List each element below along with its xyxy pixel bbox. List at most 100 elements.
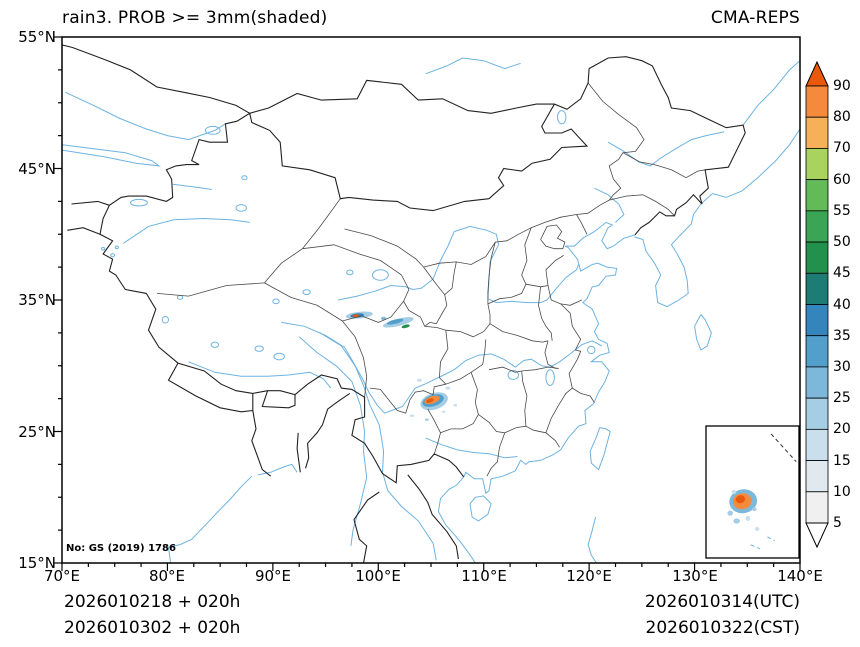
inset-precip-shade [752,507,757,512]
colorbar-tick-label: 80 [833,109,851,125]
colorbar-tick-label: 45 [833,265,851,281]
province-border [547,285,582,306]
map-layers [62,44,800,563]
lake-outline [507,369,520,381]
province-border [440,414,479,434]
colorbar-tick-label: 40 [833,297,851,313]
province-border [521,370,528,427]
colorbar-arrow-bottom [805,522,829,549]
river-coast-line [469,495,492,522]
province-border [478,414,505,434]
national-border [304,392,351,469]
national-border [407,474,459,560]
inset-precip-shade [745,515,751,522]
inset-island-dash [750,544,761,550]
colorbar-tick-label: 90 [833,78,851,94]
river-coast-line [634,203,702,308]
precip-shade [352,314,359,318]
province-border [538,286,553,341]
river-coast-line [594,187,625,223]
lake-outline [161,315,169,324]
province-border [445,323,491,338]
river-coast-line [742,60,800,126]
river-coast-line [700,128,800,205]
inset-island-dash [767,536,776,542]
province-border [302,244,402,276]
province-border [544,340,559,369]
colorbar-segment [805,304,829,337]
province-border [568,358,578,389]
province-border [264,282,343,322]
river-coast-line [589,427,611,471]
province-border [401,274,446,331]
inset-precip-shade [727,510,733,516]
province-border [540,224,566,250]
inset-precip-shade [731,490,737,494]
province-border [572,387,595,403]
lake-outline [204,125,221,135]
inset-precip-shade [754,526,760,531]
colorbar-segment [805,241,829,274]
province-border [525,254,565,288]
precip-shade [386,318,404,325]
national-border [67,227,101,235]
inset-boundary-dash [770,433,797,462]
model-name: CMA-REPS [710,8,800,28]
colorbar-tick-label: 70 [833,140,851,156]
national-border [249,79,555,114]
y-tick-label: 15°N [18,554,56,572]
y-tick-label: 25°N [18,423,56,441]
province-border [264,198,341,284]
province-border [486,432,506,477]
colorbar-segment [805,148,829,181]
inset-precip-shade [735,495,746,504]
footer-right: 2026010314(UTC) 2026010322(CST) [645,589,800,641]
x-tick-label: 70°E [43,567,81,585]
colorbar-tick-label: 35 [833,328,851,344]
lake-outline [273,352,285,361]
colorbar-tick-label: 50 [833,234,851,250]
national-border [261,390,296,409]
river-coast-line [338,225,580,304]
lake-outline [272,298,280,305]
init-plus-lead-utc: 2026010218 + 020h [64,592,241,612]
valid-time-cst: 2026010322(CST) [645,618,800,638]
river-coast-line [694,314,712,351]
province-border [427,408,441,455]
province-border [344,199,610,268]
province-border [587,82,645,201]
x-tick-label: 120°E [566,567,612,585]
colorbar-segment [805,179,829,212]
precip-shade [442,410,446,413]
precip-shade [453,403,458,407]
lake-outline [210,341,220,348]
river-coast-line [320,332,437,561]
colorbar-arrow-top [805,60,829,87]
y-tick-label: 45°N [18,160,56,178]
x-tick-label: 110°E [461,567,507,585]
init-plus-lead-cst: 2026010302 + 020h [64,618,241,638]
lake-outline [235,204,248,212]
province-border [423,261,457,296]
precip-shade [445,386,451,390]
colorbar-segment [805,428,829,461]
lake-outline [302,289,311,295]
lake-outline [557,110,567,125]
lake-outline [241,175,248,181]
lake-outline [254,345,264,352]
lake-outline [130,198,148,207]
province-border [560,303,582,360]
colorbar-segment [805,116,829,149]
province-border [369,383,446,414]
river-coast-line [607,131,725,167]
license-note: No: GS (2019) 1786 [66,543,176,554]
colorbar-segment [805,335,829,368]
river-coast-line [188,361,332,389]
river-coast-line [425,57,521,75]
plot-frame [61,36,801,564]
x-tick-label: 130°E [672,567,718,585]
river-coast-line [62,144,161,167]
valid-time-utc: 2026010314(UTC) [644,592,800,612]
colorbar-tick-label: 5 [833,515,842,531]
